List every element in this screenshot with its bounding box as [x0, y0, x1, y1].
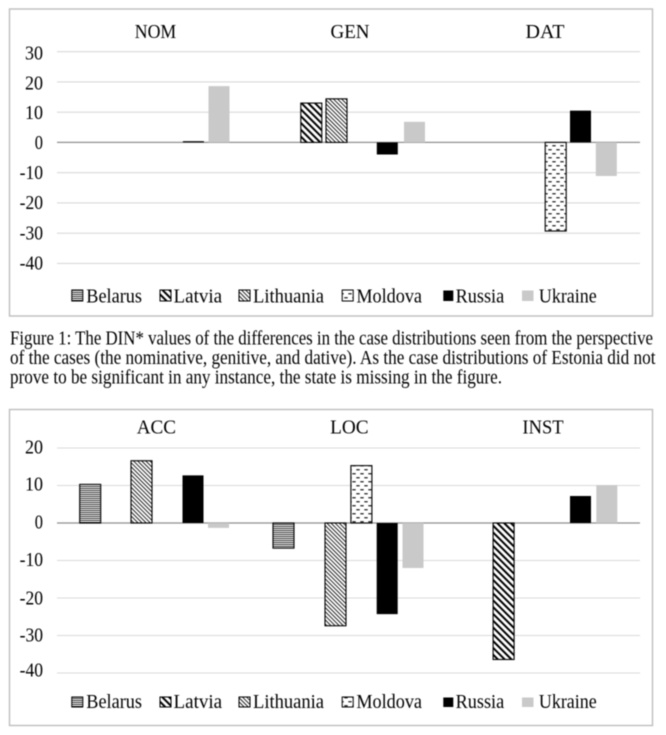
- svg-text:-10: -10: [20, 550, 43, 571]
- svg-text:Belarus: Belarus: [86, 692, 142, 713]
- svg-text:NOM: NOM: [135, 22, 177, 43]
- svg-text:prove to be significant in any: prove to be significant in any instance,…: [10, 368, 502, 389]
- svg-text:GEN: GEN: [331, 22, 370, 43]
- svg-text:Russia: Russia: [456, 286, 505, 307]
- svg-text:-20: -20: [20, 193, 43, 214]
- svg-text:30: 30: [25, 44, 43, 65]
- svg-text:0: 0: [35, 133, 43, 154]
- svg-text:-20: -20: [20, 589, 43, 610]
- svg-text:-30: -30: [20, 625, 43, 646]
- svg-text:Figure 1: The DIN* values of t: Figure 1: The DIN* values of the differe…: [10, 329, 653, 350]
- svg-text:10: 10: [25, 475, 43, 496]
- svg-text:20: 20: [25, 73, 43, 94]
- svg-text:ACC: ACC: [137, 418, 176, 439]
- svg-text:INST: INST: [522, 418, 563, 439]
- svg-text:-30: -30: [20, 223, 43, 244]
- svg-text:10: 10: [25, 103, 43, 124]
- svg-text:Moldova: Moldova: [356, 286, 422, 307]
- svg-text:Latvia: Latvia: [174, 286, 223, 307]
- svg-text:Lithuania: Lithuania: [253, 692, 324, 713]
- svg-text:LOC: LOC: [330, 418, 369, 439]
- svg-text:0: 0: [35, 513, 43, 534]
- svg-text:Moldova: Moldova: [356, 692, 422, 713]
- svg-text:-10: -10: [20, 163, 43, 184]
- svg-text:of the cases (the nominative,: of the cases (the nominative, genitive, …: [10, 348, 656, 369]
- svg-text:-40: -40: [20, 254, 43, 275]
- svg-text:Ukraine: Ukraine: [539, 692, 597, 713]
- svg-text:DAT: DAT: [526, 22, 565, 43]
- svg-text:Latvia: Latvia: [174, 692, 223, 713]
- svg-text:Russia: Russia: [456, 692, 505, 713]
- svg-text:Ukraine: Ukraine: [539, 286, 597, 307]
- svg-text:20: 20: [25, 438, 43, 459]
- svg-text:Belarus: Belarus: [86, 286, 142, 307]
- svg-text:-40: -40: [20, 661, 43, 682]
- svg-text:Lithuania: Lithuania: [253, 286, 324, 307]
